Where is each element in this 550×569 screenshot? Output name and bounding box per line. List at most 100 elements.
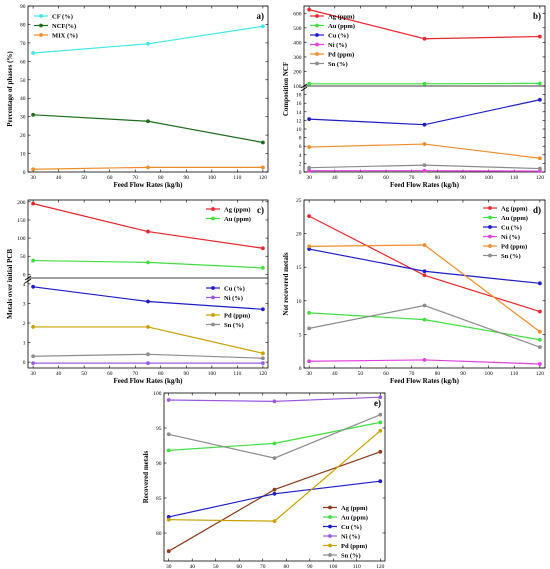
data-point — [307, 145, 312, 149]
data-point — [31, 201, 36, 206]
axis-break-mark — [24, 275, 32, 281]
data-point — [272, 441, 277, 446]
data-point — [378, 395, 383, 400]
data-point — [272, 399, 277, 404]
y-tick-label: 4 — [299, 153, 302, 159]
y-tick-label: 18 — [296, 93, 302, 99]
legend-item: Ni (%) — [483, 234, 520, 241]
data-point — [537, 337, 542, 342]
data-point — [31, 51, 36, 55]
x-tick-label: 80 — [158, 371, 164, 377]
data-point — [378, 479, 383, 484]
series-Ag (ppm) — [307, 7, 542, 41]
legend-marker — [315, 33, 319, 37]
legend-marker — [488, 206, 492, 210]
x-axis-label: Feed Flow Rates (kg/h) — [390, 377, 460, 385]
data-point — [272, 487, 277, 492]
legend-label: Ag (ppm) — [224, 206, 251, 213]
y-tick-label: 20 — [296, 232, 302, 238]
legend-label: Au (ppm) — [341, 514, 368, 521]
series-Ni (%) — [31, 361, 265, 366]
x-tick-label: 50 — [213, 564, 219, 569]
data-point — [146, 352, 150, 357]
x-tick-label: 50 — [81, 371, 87, 377]
x-tick-label: 80 — [435, 175, 441, 181]
legend-label: Au (ppm) — [328, 23, 355, 30]
legend-marker — [211, 295, 215, 300]
data-point — [260, 246, 265, 251]
series-line — [309, 312, 540, 341]
plot-frame — [303, 199, 546, 369]
series-Au (ppm) — [31, 258, 265, 270]
data-point — [537, 166, 542, 171]
legend-label: Au (ppm) — [224, 216, 251, 223]
y-tick-label: 90 — [20, 4, 26, 10]
data-point — [146, 165, 150, 170]
plot-frame — [27, 5, 269, 173]
legend-item: Au (ppm) — [323, 514, 368, 521]
data-point — [307, 247, 312, 251]
x-tick-label: 110 — [510, 371, 518, 377]
data-point — [422, 269, 427, 274]
legend-label: Sn (%) — [224, 322, 244, 329]
x-tick-label: 90 — [184, 371, 190, 377]
y-tick-label: 600 — [293, 11, 302, 17]
legend-marker — [488, 215, 492, 220]
legend-marker — [211, 207, 215, 211]
data-point — [422, 142, 427, 146]
legend-item: CF (%) — [34, 13, 73, 20]
data-point — [260, 24, 265, 29]
legend-item: Ag (ppm) — [206, 206, 251, 213]
legend-label: Pd (ppm) — [501, 243, 527, 250]
data-point — [272, 519, 277, 523]
x-axis-label: Feed Flow Rates (kg/h) — [113, 377, 183, 385]
x-tick-label: 80 — [435, 371, 441, 377]
panel-label: a) — [257, 11, 265, 21]
legend-label: Ni (%) — [328, 42, 347, 49]
data-point — [146, 119, 150, 124]
y-tick-label: 15 — [296, 265, 302, 271]
data-point — [260, 307, 265, 312]
legend-label: Ni (%) — [341, 533, 360, 540]
data-point — [422, 168, 427, 173]
data-point — [260, 351, 265, 356]
series-line — [33, 114, 264, 144]
x-tick-label: 110 — [233, 371, 241, 377]
data-point — [146, 325, 150, 329]
y-tick-label: 100 — [293, 84, 302, 90]
data-point — [166, 398, 171, 402]
data-point — [260, 361, 265, 366]
data-point — [537, 34, 542, 39]
series-line — [33, 25, 263, 54]
data-point — [307, 359, 312, 364]
axis-break-mark — [300, 86, 308, 92]
data-point — [422, 163, 427, 168]
series-Ag (ppm) — [166, 449, 383, 554]
legend-label: Sn (%) — [328, 61, 348, 68]
x-tick-label: 70 — [132, 175, 138, 181]
legend-item: Sn (%) — [206, 322, 244, 329]
x-tick-label: 60 — [236, 564, 242, 569]
chart-a: 0 10 20 30 40 50 60 70 80 90 30 40 50 60 70 80 90 100 110 1… — [6, 4, 269, 189]
x-tick-label: 100 — [484, 371, 493, 377]
series-Cu (%) — [31, 284, 265, 312]
panel-label: c) — [257, 205, 264, 215]
data-point — [422, 81, 427, 86]
series-line — [309, 304, 541, 348]
x-tick-label: 70 — [409, 175, 415, 181]
y-axis-label: Recovered metals — [142, 450, 150, 503]
legend-marker — [328, 505, 332, 510]
y-axis-label: Not recovered metals — [282, 252, 290, 315]
y-tick-label: 300 — [293, 55, 302, 61]
legend-item: Ni (%) — [323, 533, 360, 540]
data-point — [31, 325, 36, 329]
legend-label: Cu (%) — [501, 224, 522, 231]
legend-label: Cu (%) — [328, 32, 349, 39]
chart-d: 0 5 10 15 20 25 30 40 50 60 70 80 90 100 110 120 Feed Fl… — [282, 198, 546, 385]
x-tick-label: 100 — [329, 564, 338, 569]
data-point — [537, 281, 542, 286]
legend-label: Sn (%) — [341, 552, 361, 559]
data-point — [166, 549, 171, 554]
x-tick-label: 120 — [536, 371, 545, 377]
